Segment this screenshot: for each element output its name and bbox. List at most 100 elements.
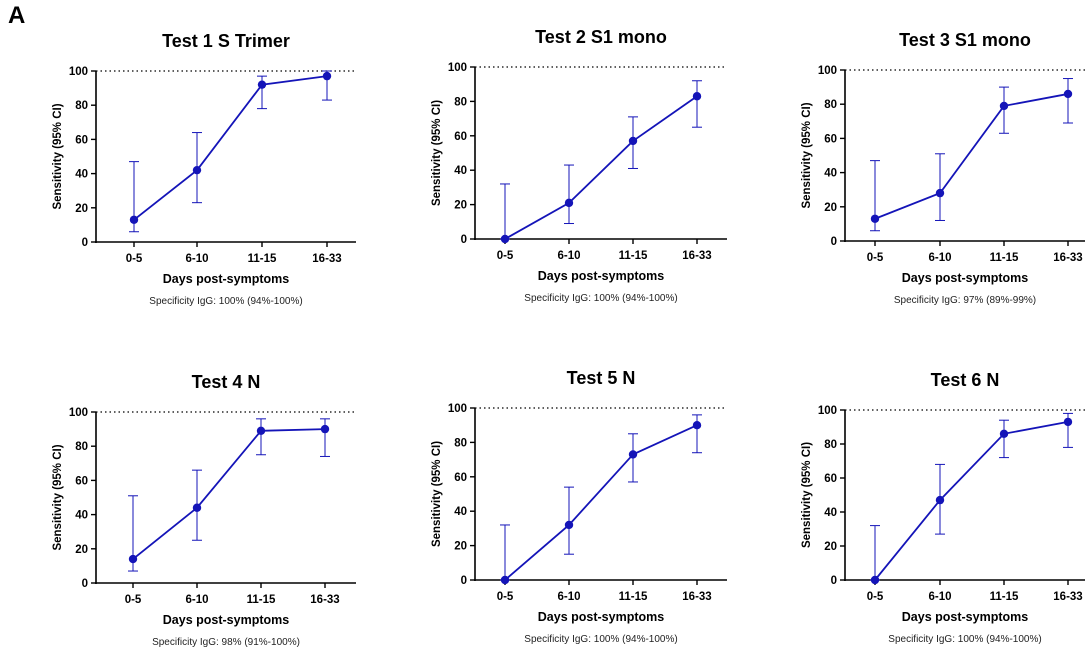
y-tick-label: 40	[75, 510, 88, 522]
specificity-note: Specificity IgG: 100% (94%-100%)	[888, 634, 1041, 645]
x-tick-label: 0-5	[867, 252, 884, 264]
data-point	[628, 136, 638, 146]
y-tick-label: 100	[818, 65, 837, 77]
x-axis-label: Days post-symptoms	[902, 610, 1028, 624]
y-tick-label: 60	[75, 134, 88, 146]
data-point	[500, 234, 510, 244]
x-tick-label: 0-5	[497, 250, 514, 262]
chart-panel-4: 0 20 40 60 80 100 0-5 6-10 11-15 16-33 Test 4 N Day…	[52, 372, 356, 648]
y-tick-label: 20	[454, 541, 467, 553]
x-tick-label: 11-15	[619, 591, 648, 603]
data-point	[1063, 417, 1073, 427]
x-tick-label: 6-10	[557, 591, 580, 603]
y-tick-label: 100	[818, 405, 837, 417]
series-line	[504, 424, 698, 581]
y-tick-label: 80	[454, 437, 467, 449]
series-line	[874, 421, 1069, 581]
x-tick-label: 6-10	[557, 250, 580, 262]
data-point	[322, 71, 332, 81]
specificity-note: Specificity IgG: 100% (94%-100%)	[149, 296, 302, 307]
data-point	[870, 214, 880, 223]
data-point	[128, 554, 138, 564]
y-tick-label: 80	[824, 439, 837, 451]
chart-panel-1: 0 20 40 60 80 100 0-5 6-10 11-15 16-33 Test 1 S Tr…	[52, 31, 356, 307]
data-point	[1063, 89, 1073, 99]
y-tick-label: 20	[824, 541, 837, 553]
x-tick-label: 16-33	[1053, 591, 1082, 603]
y-tick-label: 60	[454, 472, 467, 484]
x-tick-label: 6-10	[928, 252, 951, 264]
series-line	[132, 428, 326, 560]
x-tick-label: 0-5	[126, 253, 143, 265]
chart-panel-3: 0 20 40 60 80 100 0-5 6-10 11-15 16-33 Test 3 S1 m…	[801, 30, 1085, 306]
chart-title: Test 5 N	[567, 368, 636, 388]
x-tick-label: 11-15	[619, 250, 648, 262]
panel-label: A	[8, 2, 26, 29]
data-point	[628, 450, 638, 459]
x-axis-label: Days post-symptoms	[538, 269, 664, 283]
y-tick-label: 20	[75, 544, 88, 556]
specificity-note: Specificity IgG: 100% (94%-100%)	[524, 293, 677, 304]
y-tick-label: 40	[824, 168, 837, 180]
data-point	[129, 215, 139, 224]
y-tick-label: 60	[454, 131, 467, 143]
y-tick-label: 0	[831, 236, 837, 248]
y-tick-label: 100	[448, 403, 467, 415]
x-tick-label: 16-33	[682, 591, 711, 603]
y-axis-label: Sensitivity (95% CI)	[431, 100, 443, 206]
data-point	[935, 188, 945, 198]
y-axis-label: Sensitivity (95% CI)	[52, 103, 64, 209]
x-tick-label: 6-10	[185, 253, 208, 265]
x-tick-label: 0-5	[867, 591, 884, 603]
data-point	[256, 426, 266, 436]
x-tick-label: 16-33	[310, 594, 339, 606]
y-tick-label: 0	[831, 575, 837, 587]
chart-panel-6: 0 20 40 60 80 100 0-5 6-10 11-15 16-33 Test 6 N Day…	[801, 370, 1085, 645]
y-tick-label: 0	[461, 575, 467, 587]
y-axis-label: Sensitivity (95% CI)	[801, 442, 813, 548]
data-point	[999, 429, 1009, 438]
y-tick-label: 100	[448, 62, 467, 74]
x-tick-label: 16-33	[312, 253, 341, 265]
specificity-note: Specificity IgG: 97% (89%-99%)	[894, 295, 1036, 306]
y-tick-label: 60	[75, 475, 88, 487]
x-tick-label: 0-5	[125, 594, 142, 606]
chart-title: Test 6 N	[931, 370, 1000, 390]
y-axis-label: Sensitivity (95% CI)	[801, 102, 813, 208]
x-tick-label: 11-15	[248, 253, 277, 265]
chart-title: Test 4 N	[192, 372, 261, 392]
specificity-note: Specificity IgG: 100% (94%-100%)	[524, 634, 677, 645]
y-tick-label: 40	[454, 165, 467, 177]
y-tick-label: 60	[824, 473, 837, 485]
y-tick-label: 100	[69, 407, 88, 419]
y-tick-label: 20	[75, 203, 88, 215]
y-axis-label: Sensitivity (95% CI)	[52, 444, 64, 550]
series-line	[504, 95, 698, 240]
x-tick-label: 11-15	[247, 594, 276, 606]
y-tick-label: 40	[824, 507, 837, 519]
data-point	[257, 80, 267, 89]
x-axis-label: Days post-symptoms	[538, 610, 664, 624]
data-point	[500, 575, 510, 585]
x-axis-label: Days post-symptoms	[163, 272, 289, 286]
y-tick-label: 20	[454, 200, 467, 212]
y-tick-label: 40	[75, 169, 88, 181]
y-tick-label: 80	[824, 99, 837, 111]
data-point	[192, 503, 202, 512]
data-point	[870, 575, 880, 585]
data-point	[692, 421, 702, 430]
x-tick-label: 16-33	[682, 250, 711, 262]
data-point	[692, 92, 702, 101]
y-tick-label: 80	[75, 100, 88, 112]
x-axis-label: Days post-symptoms	[902, 271, 1028, 285]
chart-title: Test 2 S1 mono	[535, 27, 667, 47]
data-point	[564, 198, 574, 208]
y-tick-label: 0	[82, 578, 88, 590]
y-tick-label: 60	[824, 133, 837, 145]
series-line	[133, 75, 328, 221]
x-tick-label: 0-5	[497, 591, 514, 603]
specificity-note: Specificity IgG: 98% (91%-100%)	[152, 637, 300, 648]
y-tick-label: 20	[824, 202, 837, 214]
x-tick-label: 6-10	[185, 594, 208, 606]
